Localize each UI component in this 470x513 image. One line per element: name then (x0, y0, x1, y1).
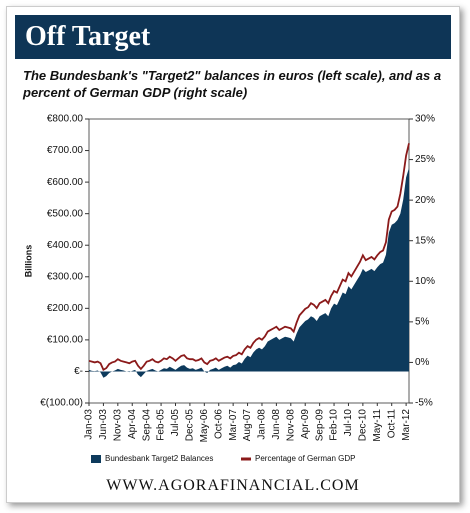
y-tick-label: €200.00 (47, 303, 84, 314)
y-tick-label: €300.00 (47, 271, 84, 282)
legend-label: Bundesbank Target2 Balances (105, 454, 213, 463)
chart: €(100.00) €- €100.00 €200.00 €300.00 €400.00 €… (23, 114, 435, 463)
chart-subtitle: The Bundesbank's "Target2" balances in e… (23, 68, 442, 100)
x-tick-label: Jan-08 (257, 409, 268, 440)
y-tick-label: €100.00 (47, 335, 84, 346)
y2-tick-label: 10% (415, 276, 435, 287)
x-tick-label: May-06 (199, 409, 210, 443)
x-tick-label: Jan-03 (84, 409, 95, 440)
x-tick-label: Apr-04 (127, 409, 138, 439)
y2-tick-label: 25% (415, 154, 435, 165)
x-tick-label: Jul-05 (170, 409, 181, 437)
y2-tick-label: 30% (415, 114, 435, 125)
y-tick-label: €800.00 (47, 114, 84, 125)
x-tick-label: Mar-07 (228, 409, 239, 441)
x-tick-label: Dec-05 (185, 409, 196, 442)
x-tick-label: Dec-10 (358, 409, 369, 442)
x-tick-label: Mar-12 (401, 409, 412, 441)
footer: WWW.AGORAFINANCIAL.COM (106, 477, 360, 494)
y-tick-label: €400.00 (47, 240, 84, 251)
y2-tick-label: -5% (415, 398, 433, 409)
y-axis-label: Billions (23, 245, 33, 278)
x-tick-label: Jul-10 (343, 409, 354, 437)
x-tick-label: Oct-06 (213, 409, 224, 439)
line (88, 143, 410, 372)
card: Off Target The Bundesbank's "Target2" ba… (6, 6, 460, 503)
x-tick-label: Nov-03 (112, 409, 123, 442)
y2-tick-label: 5% (415, 316, 430, 327)
x-tick-label: Apr-09 (300, 409, 311, 439)
x-tick-label: Jun-03 (98, 409, 109, 440)
y-tick-label: €600.00 (47, 177, 84, 188)
area (89, 167, 409, 378)
legend-swatch (91, 455, 101, 463)
x-tick-label: Feb-05 (156, 409, 167, 441)
y2-tick-label: 15% (415, 235, 435, 246)
y-tick-label: €700.00 (47, 145, 84, 156)
x-tick-label: Sep-09 (314, 409, 325, 442)
x-tick-label: May-11 (372, 409, 383, 442)
y-tick-label: €- (74, 366, 83, 377)
x-tick-label: Feb-10 (329, 409, 340, 441)
x-tick-label: Sep-04 (141, 409, 152, 442)
x-tick-label: Oct-11 (386, 409, 397, 439)
x-tick-label: Aug-07 (242, 409, 253, 442)
y2-tick-label: 0% (415, 357, 430, 368)
y-tick-label: €500.00 (47, 208, 84, 219)
y-tick-label: €(100.00) (40, 398, 83, 409)
legend-label: Percentage of German GDP (255, 454, 356, 463)
x-tick-label: Nov-08 (285, 409, 296, 442)
header-title: Off Target (15, 15, 451, 59)
x-tick-label: Jun-08 (271, 409, 282, 440)
y2-tick-label: 20% (415, 195, 435, 206)
